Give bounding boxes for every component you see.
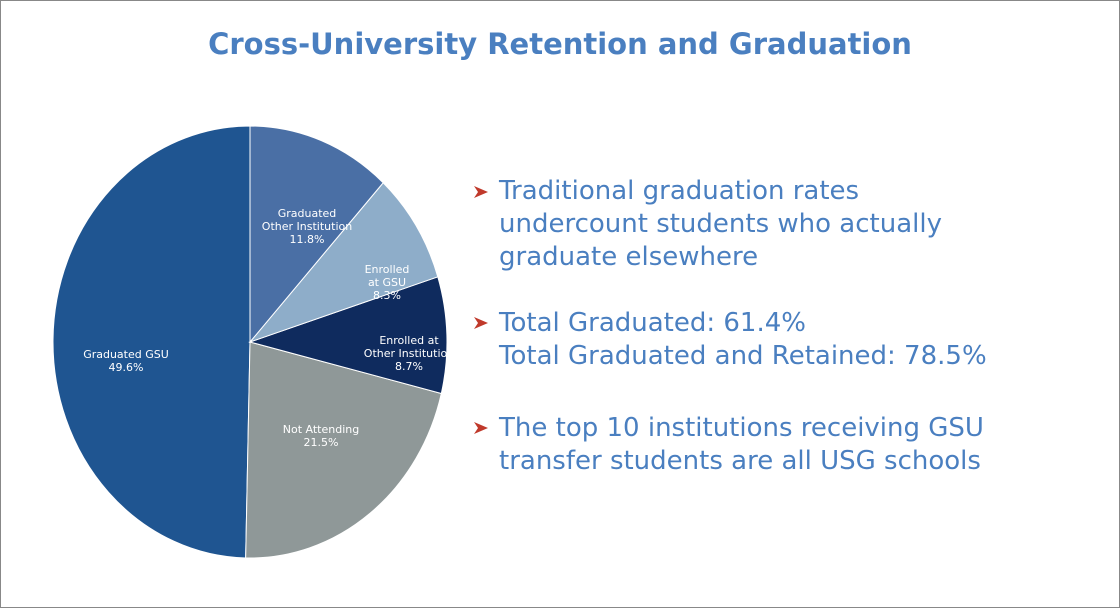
slice-label: Enrolled at Other Institution: [363, 334, 455, 360]
slice-label: Not Attending: [282, 423, 360, 436]
slice-value: 49.6%: [108, 361, 144, 374]
bullet-arrow: [474, 317, 488, 329]
chart-title: Cross-University Retention and Graduatio…: [208, 27, 912, 61]
bullet-text: Traditional graduation rates undercount …: [499, 176, 942, 272]
bullet-text: Total Graduated: 61.4% Total Graduated a…: [499, 308, 987, 371]
pie-slice: [249, 125, 384, 344]
pie-slice: [248, 276, 448, 395]
pie-slice: [245, 341, 442, 559]
slice-value: 11.8%: [289, 233, 325, 246]
slice-value: 8.7%: [395, 360, 423, 373]
slice-value: 21.5%: [303, 436, 339, 449]
pie-slice: [248, 182, 439, 344]
slice-label: Graduated Other Institution: [261, 207, 353, 233]
slice-label: Enrolled at GSU: [364, 263, 410, 289]
bullet-text: The top 10 institutions receiving GSU tr…: [499, 413, 984, 476]
slice-value: 8.3%: [373, 289, 401, 302]
pie-slice: [52, 125, 251, 559]
bullet-arrow: [474, 422, 488, 434]
slice-label: Graduated GSU: [83, 348, 169, 361]
bullet-arrow: [474, 186, 488, 198]
